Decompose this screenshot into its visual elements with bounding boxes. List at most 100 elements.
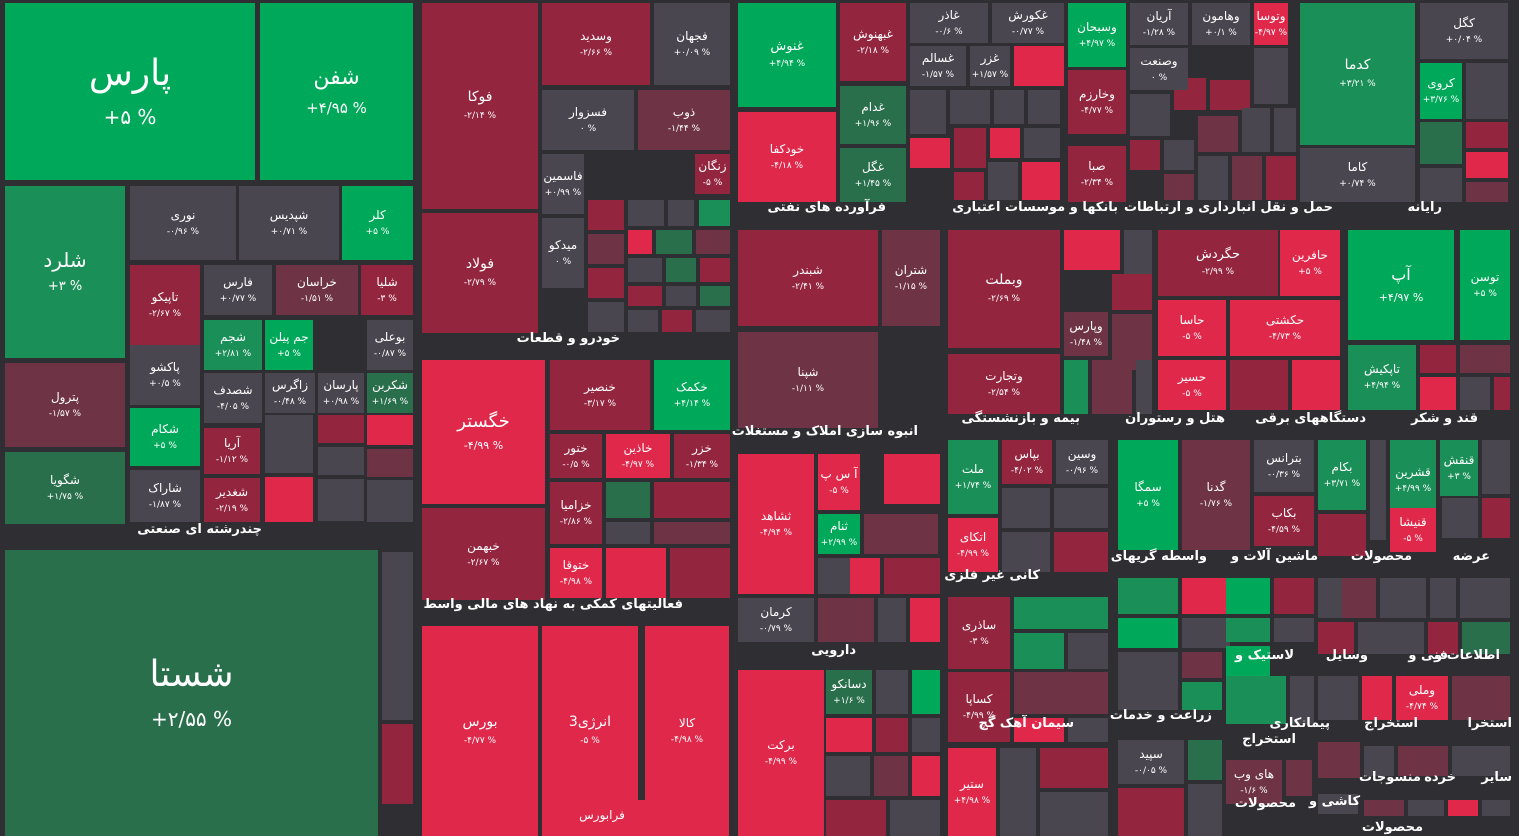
stock-tile[interactable]: قنقش +۳ %	[1440, 440, 1478, 496]
stock-tile[interactable]: خزامیا -۲/۸۶ %	[550, 482, 602, 544]
stock-tile[interactable]: ختوقا -۴/۹۸ %	[550, 548, 602, 598]
stock-tile[interactable]: غدام +۱/۹۶ %	[840, 86, 906, 144]
stock-tile[interactable]: آریان -۱/۲۸ %	[1130, 3, 1188, 45]
stock-tile[interactable]: فجهان +۰/۰۹ %	[654, 3, 730, 85]
stock-tile[interactable]: های وب -۱/۶ %	[1226, 760, 1282, 804]
stock-tile[interactable]: حگردش -۲/۹۹ %	[1158, 230, 1278, 296]
stock-tile-unlabeled[interactable]	[1318, 794, 1358, 814]
stock-tile[interactable]: حسیر -۵ %	[1158, 360, 1226, 410]
stock-tile[interactable]: غاذر -۰/۶ %	[910, 3, 988, 43]
stock-tile-unlabeled[interactable]	[1420, 377, 1456, 410]
stock-tile-unlabeled[interactable]	[954, 128, 986, 168]
stock-tile[interactable]: وتجارت -۲/۵۴ %	[948, 354, 1060, 414]
stock-tile-unlabeled[interactable]	[1274, 618, 1314, 642]
stock-tile-unlabeled[interactable]	[1358, 622, 1424, 654]
stock-tile-unlabeled[interactable]	[910, 90, 946, 134]
stock-tile-unlabeled[interactable]	[367, 480, 413, 522]
stock-tile-unlabeled[interactable]	[912, 718, 940, 752]
stock-tile-unlabeled[interactable]	[1318, 514, 1366, 556]
stock-tile[interactable]: وهامون +۰/۱ %	[1192, 3, 1250, 45]
stock-tile-unlabeled[interactable]	[1462, 622, 1510, 654]
stock-tile-unlabeled[interactable]	[826, 718, 872, 752]
stock-tile[interactable]: بکام +۳/۷۱ %	[1318, 440, 1366, 510]
stock-tile-unlabeled[interactable]	[1092, 360, 1132, 414]
stock-tile-unlabeled[interactable]	[1182, 682, 1222, 710]
stock-tile-unlabeled[interactable]	[910, 598, 940, 642]
stock-tile[interactable]: ساذری -۳ %	[948, 597, 1010, 669]
stock-tile[interactable]: پاکشو +۰/۵ %	[130, 345, 200, 405]
stock-tile-unlabeled[interactable]	[1002, 532, 1050, 572]
stock-tile[interactable]: وبملت -۲/۶۹ %	[948, 230, 1060, 348]
stock-tile[interactable]: بترانس -۰/۳۶ %	[1254, 440, 1314, 492]
stock-tile-unlabeled[interactable]	[1466, 152, 1508, 178]
stock-tile-unlabeled[interactable]	[1452, 676, 1510, 720]
stock-tile-unlabeled[interactable]	[954, 172, 984, 200]
stock-tile[interactable]: شاراک -۱/۸۷ %	[130, 470, 200, 522]
stock-tile-unlabeled[interactable]	[382, 724, 413, 804]
stock-tile-unlabeled[interactable]	[1420, 122, 1462, 164]
stock-tile-unlabeled[interactable]	[628, 230, 652, 254]
stock-tile-unlabeled[interactable]	[950, 90, 990, 124]
stock-tile-unlabeled[interactable]	[876, 670, 908, 714]
stock-tile-unlabeled[interactable]	[1064, 360, 1088, 414]
stock-tile[interactable]: غبهنوش -۲/۱۸ %	[840, 3, 906, 81]
stock-tile[interactable]: شبندر -۲/۴۱ %	[738, 230, 878, 326]
stock-tile-unlabeled[interactable]	[1064, 230, 1120, 270]
stock-tile-unlabeled[interactable]	[1466, 182, 1508, 202]
stock-tile-unlabeled[interactable]	[666, 286, 696, 306]
stock-tile[interactable]: شستا +۲/۵۵ %	[5, 550, 378, 836]
stock-tile-unlabeled[interactable]	[1318, 676, 1358, 720]
stock-tile[interactable]: وسبحان +۴/۹۷ %	[1068, 3, 1126, 67]
stock-tile-unlabeled[interactable]	[1028, 90, 1060, 124]
stock-tile-unlabeled[interactable]	[656, 230, 692, 254]
stock-tile[interactable]: پترول -۱/۵۷ %	[5, 363, 125, 447]
stock-tile-unlabeled[interactable]	[1014, 597, 1108, 629]
stock-tile-unlabeled[interactable]	[1130, 94, 1170, 136]
stock-tile-unlabeled[interactable]	[1164, 140, 1194, 170]
stock-tile[interactable]: کدما +۳/۲۱ %	[1300, 3, 1415, 145]
stock-tile-unlabeled[interactable]	[912, 756, 940, 796]
stock-tile-unlabeled[interactable]	[1014, 672, 1108, 714]
stock-tile[interactable]: بوعلی -۰/۸۷ %	[367, 320, 413, 370]
stock-tile[interactable]: وسدید -۲/۶۶ %	[542, 3, 650, 85]
stock-tile-unlabeled[interactable]	[1398, 746, 1448, 776]
stock-tile-unlabeled[interactable]	[1188, 740, 1222, 780]
stock-tile[interactable]: شجم +۲/۸۱ %	[204, 320, 262, 370]
stock-tile[interactable]: صبا -۲/۳۴ %	[1068, 146, 1126, 202]
stock-tile[interactable]: تاپکیش +۴/۹۴ %	[1348, 345, 1416, 410]
stock-tile-unlabeled[interactable]	[700, 286, 730, 306]
stock-tile-unlabeled[interactable]	[628, 286, 662, 306]
stock-tile-unlabeled[interactable]	[1286, 760, 1312, 796]
stock-tile-unlabeled[interactable]	[1226, 618, 1270, 642]
stock-tile[interactable]: قشرین +۴/۹۹ %	[1390, 440, 1436, 520]
stock-tile[interactable]: ثشاهد -۴/۹۴ %	[738, 454, 814, 594]
stock-tile-unlabeled[interactable]	[1210, 80, 1250, 110]
stock-tile-unlabeled[interactable]	[265, 477, 313, 522]
stock-tile-unlabeled[interactable]	[1482, 440, 1510, 494]
stock-tile[interactable]: شلیا -۳ %	[361, 265, 413, 315]
stock-tile-unlabeled[interactable]	[1226, 676, 1286, 724]
stock-tile[interactable]: وسین -۰/۹۶ %	[1056, 440, 1108, 484]
stock-tile[interactable]: بورس -۴/۷۷ %	[422, 626, 538, 836]
stock-tile-unlabeled[interactable]	[367, 449, 413, 477]
stock-tile[interactable]: کساپا -۴/۹۹ %	[948, 672, 1010, 742]
stock-tile-unlabeled[interactable]	[878, 598, 906, 642]
stock-tile-unlabeled[interactable]	[1230, 360, 1288, 410]
stock-tile-unlabeled[interactable]	[1232, 156, 1262, 200]
stock-tile-unlabeled[interactable]	[1118, 618, 1178, 648]
stock-tile[interactable]: شگویا +۱/۷۵ %	[5, 452, 125, 524]
stock-tile[interactable]: حاسا -۵ %	[1158, 300, 1226, 356]
stock-tile-unlabeled[interactable]	[1420, 168, 1462, 202]
stock-tile-unlabeled[interactable]	[1318, 742, 1360, 778]
stock-tile[interactable]: کاما +۰/۷۴ %	[1300, 148, 1415, 202]
stock-tile[interactable]: توسن +۵ %	[1460, 230, 1510, 340]
stock-tile-unlabeled[interactable]	[1182, 652, 1222, 678]
stock-tile-unlabeled[interactable]	[1408, 800, 1444, 816]
stock-tile-unlabeled[interactable]	[1274, 578, 1314, 614]
stock-tile-unlabeled[interactable]	[1460, 578, 1510, 618]
stock-tile-unlabeled[interactable]	[318, 447, 364, 475]
stock-tile[interactable]: ختور -۰/۵ %	[550, 434, 602, 478]
stock-tile-unlabeled[interactable]	[1040, 792, 1108, 836]
stock-tile-unlabeled[interactable]	[1118, 652, 1178, 710]
stock-tile-unlabeled[interactable]	[1342, 578, 1376, 618]
